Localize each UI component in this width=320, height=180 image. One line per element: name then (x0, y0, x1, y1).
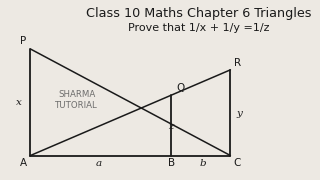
Text: b: b (200, 159, 206, 168)
Text: A: A (20, 158, 27, 168)
Text: C: C (234, 158, 241, 168)
Text: R: R (234, 58, 241, 68)
Text: P: P (20, 36, 27, 46)
Text: z: z (168, 122, 174, 131)
Text: SHARMA
TUTORIAL: SHARMA TUTORIAL (55, 90, 98, 110)
Text: Q: Q (177, 83, 185, 93)
Text: y: y (236, 109, 242, 118)
Text: x: x (16, 98, 22, 107)
Text: B: B (168, 158, 175, 168)
Text: a: a (96, 159, 102, 168)
Text: Prove that 1/x + 1/y =1/z: Prove that 1/x + 1/y =1/z (128, 23, 269, 33)
Text: Class 10 Maths Chapter 6 Triangles: Class 10 Maths Chapter 6 Triangles (86, 7, 311, 20)
